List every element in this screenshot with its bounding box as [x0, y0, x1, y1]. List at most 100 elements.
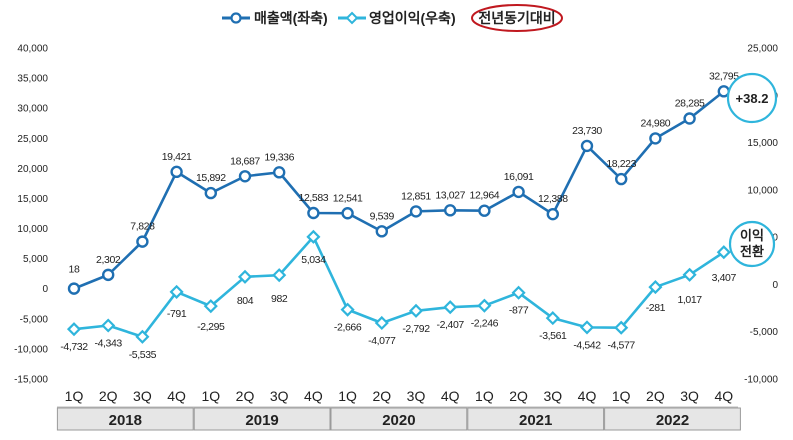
sales-marker — [615, 172, 628, 186]
profit-data-label: -4,077 — [368, 335, 396, 347]
category-label: 4Q — [167, 388, 186, 404]
sales-marker — [444, 204, 457, 217]
category-label: 4Q — [714, 388, 733, 404]
left-tick-label: 25,000 — [17, 134, 48, 145]
profit-marker — [579, 320, 595, 335]
profit-data-label: -2,792 — [402, 323, 430, 335]
callout-sales-text: +38.2 — [736, 91, 769, 106]
category-label: 2Q — [509, 388, 528, 404]
callout-profit-ring — [728, 220, 776, 268]
right-tick-label: 15,000 — [747, 138, 778, 149]
left-tick-label: 5,000 — [23, 254, 48, 265]
sales-data-label: 19,336 — [264, 151, 294, 163]
sales-marker — [341, 207, 354, 220]
left-tick-label: 30,000 — [17, 104, 48, 115]
callout-profit-line-1: 이익 — [740, 228, 764, 243]
sales-data-label: 2,302 — [96, 254, 121, 266]
profit-marker — [272, 268, 287, 283]
profit-marker — [66, 322, 82, 337]
sales-marker — [683, 112, 696, 125]
legend-profit-marker — [345, 11, 359, 25]
legend-note-label: 전년동기대비 — [478, 10, 555, 26]
profit-marker — [237, 269, 253, 284]
sales-data-label: 32,795 — [709, 70, 739, 82]
category-label: 3Q — [543, 388, 562, 404]
sales-data-label: 12,583 — [299, 192, 329, 204]
profit-data-label: -2,666 — [334, 322, 362, 334]
left-tick-label: 15,000 — [17, 194, 48, 205]
left-tick-label: -10,000 — [14, 344, 48, 355]
sales-marker — [649, 132, 662, 145]
callout-profit: 이익 전환 — [728, 220, 776, 268]
category-label: 4Q — [578, 388, 597, 404]
sales-data-label: 13,027 — [435, 189, 465, 201]
profit-data-label: 5,034 — [301, 254, 326, 266]
year-box — [56, 407, 194, 431]
category-label: 2Q — [99, 388, 118, 404]
sales-marker — [204, 186, 218, 200]
sales-data-label: 23,730 — [572, 125, 602, 137]
profit-marker — [682, 267, 697, 282]
sales-marker — [580, 139, 594, 153]
sales-data-label: 12,388 — [538, 193, 568, 205]
category-label: 1Q — [338, 388, 357, 404]
left-tick-label: 10,000 — [17, 224, 48, 235]
profit-data-label: -5,535 — [129, 349, 157, 361]
category-label: 1Q — [65, 388, 84, 404]
profit-marker — [443, 300, 458, 315]
profit-data-label: 982 — [271, 293, 288, 305]
profit-data-label: 3,407 — [712, 272, 737, 284]
left-tick-label: 40,000 — [17, 44, 48, 55]
profit-data-label: -4,577 — [608, 340, 636, 352]
sales-line — [73, 90, 725, 290]
sales-data-label: 12,964 — [470, 190, 500, 202]
profit-data-label: -791 — [167, 308, 187, 320]
category-label: 1Q — [475, 388, 494, 404]
profit-marker — [408, 303, 424, 318]
sales-marker — [375, 225, 388, 238]
sales-marker — [307, 206, 320, 220]
profit-data-label: -4,343 — [95, 338, 123, 350]
right-tick-label: 25,000 — [747, 44, 778, 55]
profit-marker — [374, 315, 389, 331]
year-box — [193, 407, 331, 431]
year-label: 2020 — [382, 412, 415, 429]
x-axis: 1Q 2Q 3Q 4Q 1Q 2Q 3Q 4Q 1Q 2Q 3Q 4Q 1Q 2Q 3Q 4Q 1Q 2Q 3Q 4Q… — [56, 388, 741, 431]
profit-data-label: 1,017 — [677, 294, 702, 306]
left-tick-label: 0 — [42, 284, 48, 295]
category-label: 2Q — [372, 388, 391, 404]
sales-data-label: 18,687 — [230, 155, 260, 167]
sales-marker — [546, 207, 559, 221]
profit-line — [73, 235, 725, 339]
sales-marker — [273, 166, 286, 179]
year-box — [604, 407, 741, 431]
profit-marker — [545, 311, 560, 326]
sales-data-label: 12,851 — [401, 190, 431, 202]
category-label: 3Q — [407, 388, 426, 404]
category-label: 1Q — [201, 388, 220, 404]
profit-marker — [340, 302, 355, 317]
right-tick-label: 10,000 — [747, 185, 778, 196]
year-label: 2019 — [245, 412, 278, 429]
profit-marker — [648, 280, 663, 295]
sales-data-label: 18 — [69, 264, 80, 276]
sales-data-label: 24,980 — [641, 117, 671, 129]
profit-marker — [169, 284, 184, 299]
sales-data-label: 9,539 — [370, 210, 395, 222]
sales-data-label: 18,223 — [606, 158, 636, 170]
profit-data-label: -4,542 — [573, 339, 601, 351]
sales-marker — [170, 165, 183, 179]
profit-data-label: -2,407 — [437, 319, 465, 331]
category-label: 2Q — [236, 388, 255, 404]
category-label: 3Q — [270, 388, 289, 404]
profit-marker — [306, 229, 321, 244]
left-tick-label: -5,000 — [20, 314, 49, 325]
category-label: 4Q — [304, 388, 323, 404]
callout-sales: +38.2 — [726, 72, 778, 124]
sales-data-label: 16,091 — [504, 171, 534, 183]
profit-marker — [101, 318, 116, 333]
profit-marker — [716, 245, 731, 260]
year-box — [467, 407, 605, 431]
profit-data-label: -877 — [509, 305, 529, 317]
legend-sales-marker — [230, 12, 242, 24]
